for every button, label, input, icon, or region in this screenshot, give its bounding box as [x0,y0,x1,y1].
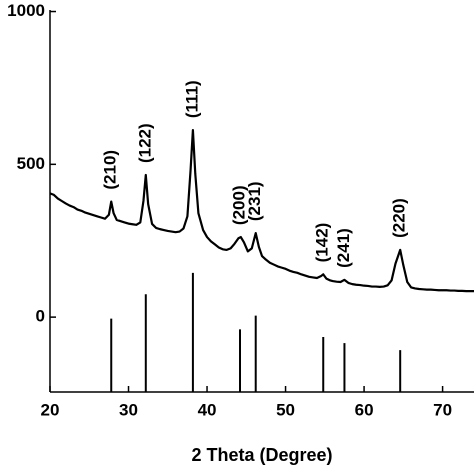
peak-label: (220) [390,198,409,238]
peak-label: (210) [101,150,120,190]
peak-label: (200) [229,185,248,225]
x-tick-label: 40 [198,400,217,419]
pattern-line [49,129,474,293]
peak-label: (231) [245,181,264,221]
peak-label: (241) [334,228,353,268]
y-tick-label: 500 [17,154,45,173]
x-tick-label: 20 [41,400,60,419]
peak-label: (111) [182,80,201,118]
y-tick-label: 0 [36,307,45,326]
x-tick-label: 60 [355,400,374,419]
x-tick-label: 30 [119,400,138,419]
x-tick-label: 50 [276,400,295,419]
y-tick-label: 1000 [7,1,45,20]
x-axis-title: 2 Theta (Degree) [191,445,332,465]
peak-label: (122) [135,123,154,163]
x-tick-label: 70 [433,400,452,419]
peak-label: (142) [313,223,332,263]
